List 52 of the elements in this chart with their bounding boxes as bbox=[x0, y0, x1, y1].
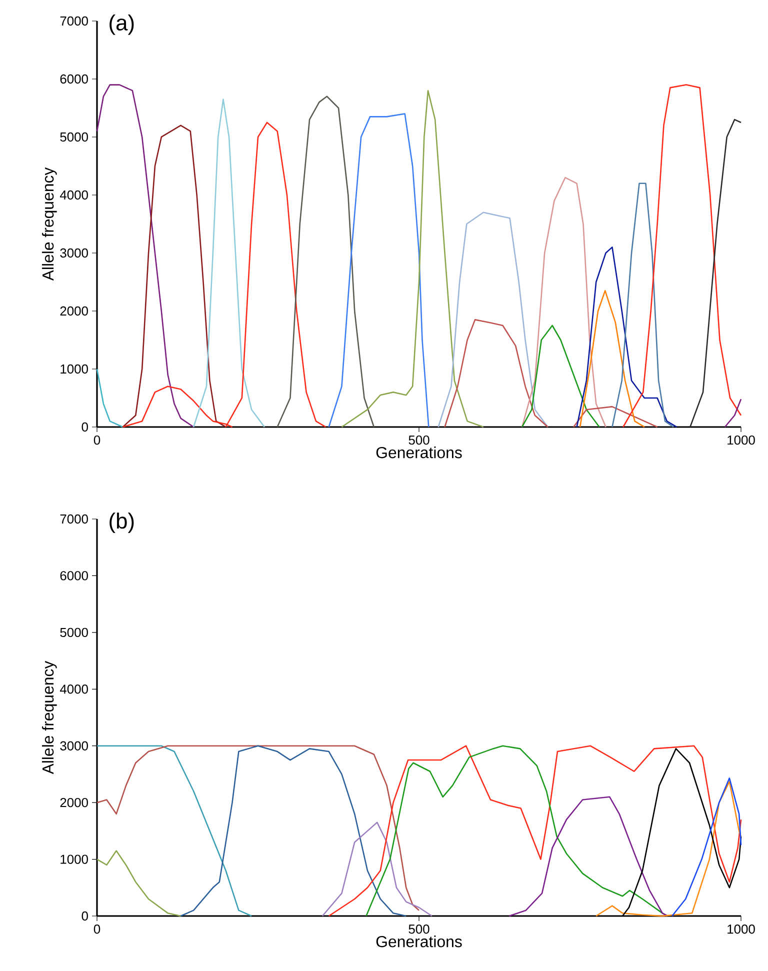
y-tick-label: 1000 bbox=[60, 364, 88, 374]
y-axis-title: Allele frequency bbox=[42, 167, 57, 281]
x-tick-label: 1000 bbox=[728, 924, 755, 934]
line-series bbox=[96, 84, 194, 428]
x-tick-label: 0 bbox=[94, 924, 100, 934]
x-axis-title: Generations bbox=[376, 936, 462, 948]
y-tick-label: 2000 bbox=[60, 306, 88, 316]
line-series bbox=[508, 796, 668, 917]
y-tick-label: 2000 bbox=[60, 798, 88, 808]
line-series bbox=[328, 113, 430, 428]
line-series bbox=[689, 118, 742, 428]
line-series bbox=[521, 176, 606, 428]
y-tick-label: 6000 bbox=[60, 74, 88, 84]
line-series bbox=[96, 745, 252, 917]
chart-title: (b) bbox=[110, 512, 134, 533]
y-tick-label: 3000 bbox=[60, 741, 88, 750]
y-axis-title: Allele frequency bbox=[42, 660, 57, 774]
y-tick-label: 6000 bbox=[60, 571, 88, 580]
line-series bbox=[595, 780, 742, 917]
x-tick-label: 1000 bbox=[728, 436, 755, 445]
x-tick-label: 500 bbox=[408, 924, 430, 934]
y-tick-label: 1000 bbox=[60, 854, 88, 864]
y-tick-label: 5000 bbox=[60, 132, 88, 142]
line-series bbox=[322, 822, 433, 917]
y-tick-label: 4000 bbox=[60, 190, 88, 200]
x-tick-label: 0 bbox=[94, 436, 100, 445]
y-tick-label: 0 bbox=[82, 422, 88, 432]
line-series bbox=[612, 182, 674, 428]
line-series bbox=[96, 368, 124, 428]
line-series bbox=[328, 745, 742, 917]
y-tick-label: 0 bbox=[82, 911, 88, 921]
line-series bbox=[192, 98, 266, 428]
x-axis-title: Generations bbox=[376, 446, 462, 458]
y-tick-label: 7000 bbox=[60, 16, 88, 26]
y-tick-label: 3000 bbox=[60, 248, 88, 258]
line-series bbox=[341, 90, 484, 428]
line-series bbox=[122, 124, 226, 428]
line-series bbox=[438, 212, 548, 428]
y-tick-label: 5000 bbox=[60, 628, 88, 638]
line-series bbox=[276, 96, 375, 428]
line-series bbox=[96, 850, 182, 917]
line-series bbox=[622, 84, 742, 428]
line-series bbox=[180, 745, 407, 917]
line-series bbox=[444, 319, 548, 428]
x-tick-label: 500 bbox=[408, 436, 430, 445]
y-tick-label: 4000 bbox=[60, 684, 88, 694]
y-tick-label: 7000 bbox=[60, 514, 88, 524]
line-series bbox=[579, 290, 646, 428]
chart-title: (a) bbox=[110, 14, 134, 35]
line-series bbox=[671, 778, 742, 917]
line-series bbox=[576, 246, 678, 428]
line-series bbox=[572, 406, 658, 428]
